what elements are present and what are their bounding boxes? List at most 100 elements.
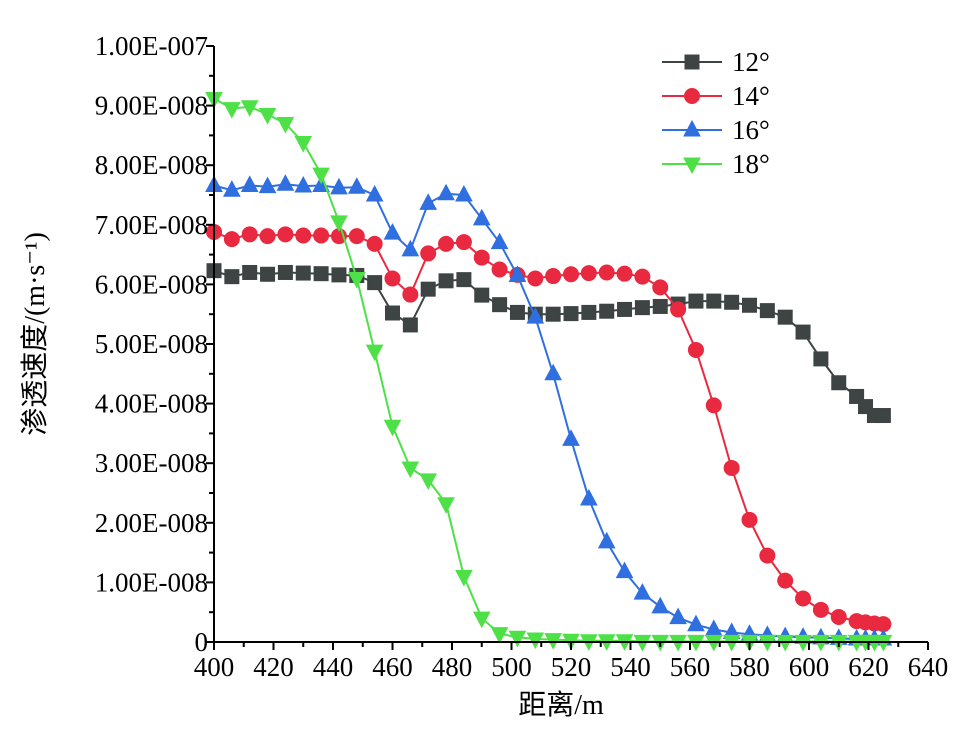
data-point — [777, 309, 793, 325]
y-tick-label: 6.00E-008 — [95, 269, 208, 299]
data-point — [795, 590, 812, 607]
data-point — [455, 234, 472, 251]
y-tick-label: 5.00E-008 — [95, 329, 208, 359]
legend-item: 12° — [662, 47, 770, 77]
data-point — [437, 183, 455, 201]
x-tick-label: 440 — [313, 652, 354, 682]
data-point — [472, 208, 491, 226]
data-point — [490, 232, 509, 250]
data-point — [563, 266, 579, 283]
x-tick-label: 480 — [432, 652, 473, 682]
data-point — [491, 261, 508, 278]
data-point — [331, 267, 347, 283]
data-point — [669, 607, 687, 625]
data-point — [276, 116, 295, 134]
y-tick-label: 0 — [195, 627, 209, 657]
data-point — [420, 281, 436, 297]
data-point — [330, 177, 348, 195]
data-point — [402, 286, 419, 303]
data-point — [813, 351, 829, 367]
data-point — [597, 531, 616, 549]
data-point — [705, 397, 722, 414]
x-tick-label: 580 — [729, 652, 770, 682]
data-point — [652, 279, 669, 296]
legend-label: 12° — [732, 47, 770, 77]
data-point — [295, 265, 311, 281]
y-tick-label: 7.00E-008 — [95, 210, 208, 240]
data-point — [830, 608, 847, 625]
data-point — [385, 305, 400, 321]
data-point — [706, 293, 722, 309]
data-point — [651, 596, 670, 614]
legend-label: 16° — [732, 115, 770, 145]
data-point — [277, 264, 293, 280]
data-point — [419, 193, 438, 210]
data-point — [438, 273, 454, 289]
data-point — [420, 245, 437, 262]
y-axis-title: 渗透速度/(m·s⁻¹) — [19, 232, 51, 436]
data-point — [617, 301, 633, 317]
legend: 12° 14° 16° 18° — [662, 47, 770, 179]
data-point — [544, 363, 562, 381]
data-point — [580, 488, 598, 506]
x-tick-label: 560 — [670, 652, 711, 682]
legend-marker — [683, 157, 701, 175]
data-point — [599, 303, 615, 319]
data-point — [580, 265, 597, 282]
data-point — [384, 270, 401, 287]
y-tick-label: 1.00E-008 — [95, 567, 208, 597]
data-point — [831, 375, 847, 391]
legend-marker — [684, 88, 700, 104]
data-point — [365, 184, 384, 202]
legend-label: 18° — [732, 149, 770, 179]
data-point — [615, 561, 634, 579]
data-point — [723, 459, 740, 476]
series-line — [213, 231, 884, 626]
data-point — [812, 601, 829, 618]
data-point — [759, 547, 776, 564]
data-point — [242, 264, 258, 280]
x-tick-label: 600 — [789, 652, 830, 682]
data-point — [259, 228, 276, 245]
data-point — [365, 344, 384, 362]
data-point — [687, 341, 704, 358]
data-point — [616, 265, 633, 282]
data-point — [562, 429, 580, 446]
data-point — [652, 298, 668, 314]
x-ticks: 400 420 440 460 480 500 520 540 560 580 600 620 640 — [194, 642, 948, 682]
data-point — [492, 297, 508, 313]
data-point — [348, 228, 365, 245]
data-point — [402, 317, 418, 333]
data-point — [240, 175, 259, 192]
series-line — [213, 183, 884, 640]
data-point — [383, 419, 402, 437]
y-ticks: 0 1.00E-008 2.00E-008 3.00E-008 4.00E-008 5.0… — [95, 31, 214, 657]
data-point — [473, 249, 490, 266]
legend-item: 16° — [662, 115, 770, 145]
data-point — [258, 108, 277, 125]
data-point — [276, 174, 295, 191]
data-point — [240, 100, 259, 117]
data-point — [633, 583, 652, 600]
data-point — [347, 177, 366, 194]
data-point — [741, 511, 758, 528]
data-point — [401, 461, 420, 479]
x-tick-label: 420 — [253, 652, 294, 682]
data-point — [634, 300, 650, 316]
data-point — [509, 304, 525, 320]
data-point — [795, 324, 811, 340]
data-point — [241, 226, 258, 243]
y-tick-label: 3.00E-008 — [95, 448, 208, 478]
data-point — [224, 269, 240, 285]
data-point — [688, 293, 704, 309]
data-point — [383, 223, 402, 240]
data-point — [455, 569, 473, 587]
x-tick-label: 400 — [194, 652, 235, 682]
data-point — [508, 630, 527, 648]
x-axis-title: 距离/m — [518, 689, 604, 721]
data-point — [777, 572, 794, 589]
data-point — [526, 307, 545, 324]
data-point — [438, 235, 455, 252]
